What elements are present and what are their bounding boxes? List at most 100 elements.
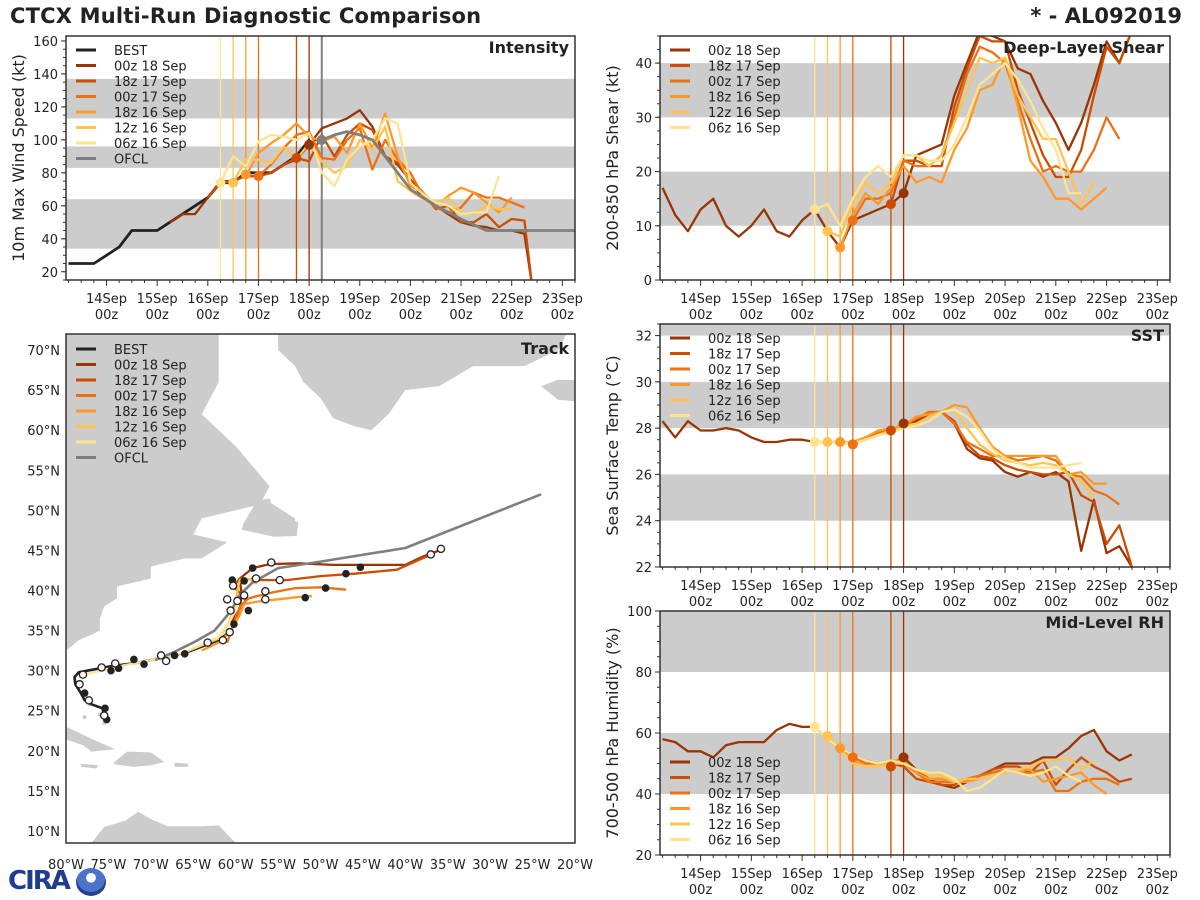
land-greenland [278,334,567,431]
x-tick-label-date: 21Sep [441,292,482,307]
x-tick-label-date: 16Sep [782,292,823,307]
series-line-18z-16-sep [839,56,1108,248]
y-tick-label: 120 [33,101,58,116]
x-tick-label-date: 20Sep [985,292,1026,307]
panel-shear: 01020304014Sep00z15Sep00z16Sep00z17Sep00… [603,35,1178,323]
track-point-filled [180,650,189,658]
x-tick-label-hour: 00z [297,308,321,323]
x-tick-label-hour: 00z [740,883,764,898]
track-point-open [156,651,166,660]
y-tick-label: 10 [635,220,652,235]
init-marker [809,204,820,215]
series-line-18z-17-sep [889,36,1132,205]
legend-label: 00z 17 Sep [114,390,187,405]
track-point-filled [170,651,179,660]
x-tick-label-hour: 00z [993,595,1017,610]
land-cuba [66,726,116,752]
x-tick-label-date: 16Sep [782,867,823,882]
lat-tick-label: 45°N [27,544,60,559]
track-point-open [267,558,276,567]
legend-label: 18z 16 Sep [708,91,781,106]
init-marker [253,171,264,182]
x-tick-label-hour: 00z [1095,883,1119,898]
legend-label: 18z 17 Sep [708,348,781,363]
y-tick-label: 160 [33,35,58,50]
lon-tick-label: 35°W [430,858,466,873]
lon-tick-label: 75°W [90,858,126,873]
x-tick-label-hour: 00z [551,308,575,323]
init-marker [885,761,896,772]
plot-frame [659,323,1171,568]
x-tick-label-date: 17Sep [832,867,873,882]
series-line-00z-18-sep [661,36,1132,249]
lat-tick-label: 30°N [27,665,60,680]
land-puerto-rico [174,762,189,767]
lat-tick-label: 25°N [27,705,60,720]
x-tick-label-hour: 00z [790,595,814,610]
x-tick-label-date: 14Sep [680,867,721,882]
track-point-filled [244,606,253,615]
track-line-ofcl [154,493,542,662]
land-island [82,715,87,720]
track-point-filled [342,569,350,578]
threshold-band [66,78,575,119]
lon-tick-label: 65°W [175,858,211,873]
track-line-06z-16-sep [82,602,239,676]
init-marker [898,418,909,429]
x-tick-label-date: 14Sep [680,579,721,594]
lon-tick-label: 70°W [133,858,169,873]
x-tick-label-hour: 00z [196,308,220,323]
series-line-18z-16-sep [839,747,1108,795]
legend-label: 18z 16 Sep [114,106,187,121]
track-point-open [251,574,261,583]
lon-tick-label: 55°W [260,858,296,873]
plot-frame [65,35,576,281]
init-marker [835,743,846,754]
x-tick-label-date: 16Sep [782,579,823,594]
x-tick-label-date: 21Sep [1035,292,1076,307]
legend-label: 18z 16 Sep [708,379,781,394]
legend-label: 18z 17 Sep [114,75,187,90]
series-line-ofcl [321,130,575,232]
lat-tick-label: 55°N [27,464,60,479]
x-tick-label-hour: 00z [689,308,713,323]
track-point-filled [356,563,365,572]
legend-label: 18z 16 Sep [708,803,781,818]
init-marker [835,242,846,253]
track-point-filled [230,620,238,628]
plot-area [660,36,1170,280]
x-tick-label-hour: 00z [399,308,423,323]
track-point-filled [107,666,115,675]
legend-label: 18z 16 Sep [114,405,187,420]
x-tick-label-date: 16Sep [187,292,228,307]
x-tick-label-hour: 00z [449,308,473,323]
track-point-open [436,544,446,554]
x-tick-label-date: 19Sep [339,292,380,307]
panel-rh: 2040608010014Sep00z15Sep00z16Sep00z17Sep… [603,605,1178,898]
y-tick-label: 60 [635,727,652,742]
x-tick-label-hour: 00z [247,308,271,323]
land-hispaniola [113,751,165,767]
plot-area [66,36,575,280]
init-marker [228,177,239,188]
x-tick-label-hour: 00z [500,308,524,323]
x-tick-label-date: 20Sep [985,867,1026,882]
init-marker [885,199,896,210]
y-tick-label: 28 [635,422,652,437]
init-marker [847,752,858,763]
init-marker [291,153,302,163]
legend-label: 00z 17 Sep [708,363,781,378]
lat-tick-label: 70°N [27,344,60,359]
series-line-06z-16-sep [219,117,501,216]
y-tick-label: 100 [627,605,652,620]
x-tick-label-hour: 00z [790,308,814,323]
x-tick-label-date: 18Sep [883,579,924,594]
x-tick-label-date: 14Sep [86,292,127,307]
legend-label: 12z 16 Sep [708,106,781,121]
track-point-open [203,638,212,647]
y-axis-title: 200-850 hPa Shear (kt) [603,65,622,251]
lat-tick-label: 65°N [27,384,60,399]
y-axis-title: 10m Max Wind Speed (kt) [9,54,28,262]
